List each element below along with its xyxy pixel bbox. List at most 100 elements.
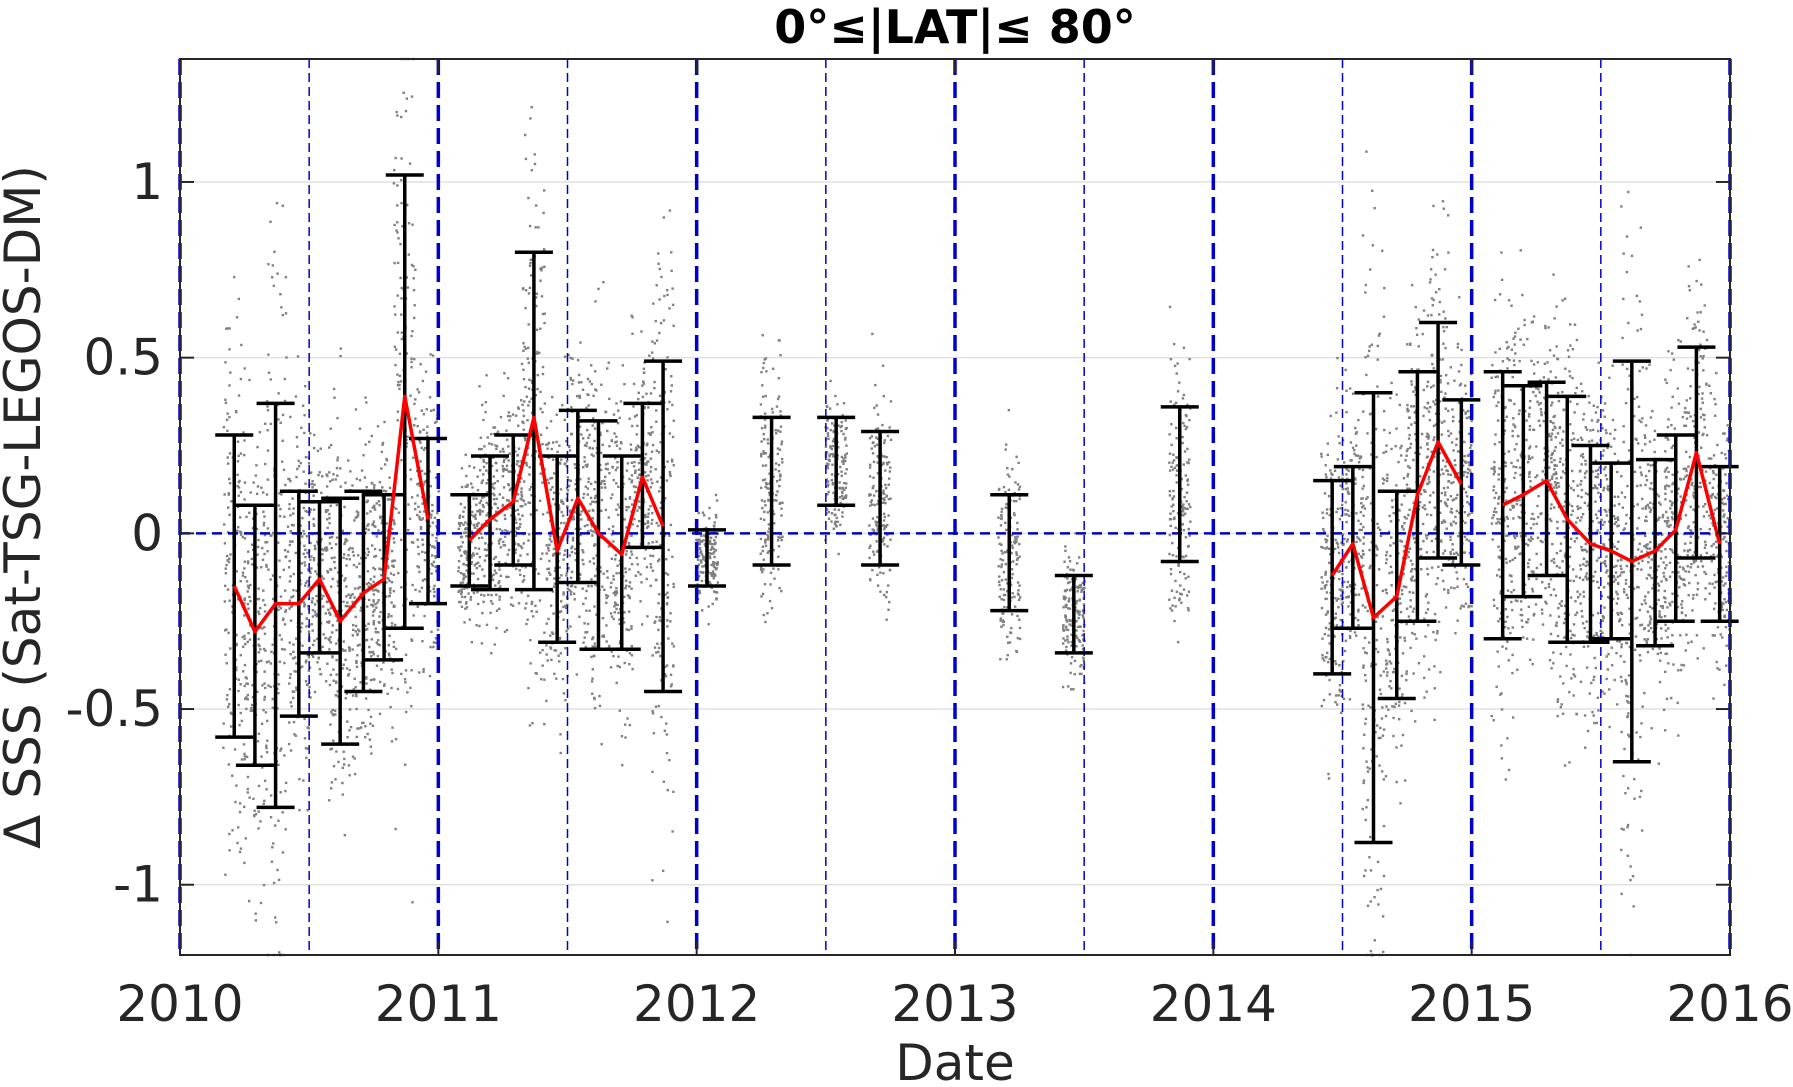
scatter-point: [834, 394, 837, 398]
scatter-point: [224, 873, 227, 876]
scatter-point: [883, 515, 887, 519]
scatter-point: [587, 584, 590, 588]
scatter-point: [657, 602, 660, 605]
scatter-point: [497, 542, 501, 545]
scatter-point: [528, 378, 531, 381]
scatter-point: [555, 413, 558, 416]
scatter-point: [257, 810, 260, 813]
scatter-point: [1391, 609, 1395, 612]
scatter-point: [416, 494, 419, 497]
scatter-point: [294, 551, 297, 555]
scatter-point: [386, 564, 390, 568]
scatter-point: [266, 550, 269, 553]
scatter-point: [587, 436, 590, 440]
scatter-point: [308, 686, 311, 689]
scatter-point: [1362, 647, 1365, 650]
scatter-point: [226, 327, 230, 330]
scatter-point: [481, 503, 485, 507]
scatter-point: [651, 443, 655, 447]
scatter-point: [495, 510, 498, 513]
scatter-point: [671, 830, 674, 833]
scatter-point: [289, 479, 292, 483]
scatter-point: [344, 649, 347, 652]
scatter-point: [525, 395, 529, 398]
scatter-point: [624, 579, 628, 582]
scatter-point: [480, 481, 483, 485]
scatter-point: [522, 480, 526, 483]
scatter-point: [646, 479, 649, 482]
scatter-point: [431, 503, 434, 507]
scatter-point: [410, 639, 414, 643]
scatter-point: [1356, 454, 1360, 457]
scatter-point: [481, 611, 484, 615]
scatter-point: [1357, 608, 1360, 612]
scatter-point: [329, 504, 332, 508]
scatter-point: [1362, 514, 1365, 517]
scatter-point: [1382, 874, 1386, 878]
scatter-point: [659, 441, 662, 444]
scatter-point: [1065, 620, 1069, 623]
scatter-point: [276, 707, 279, 710]
scatter-point: [329, 636, 332, 639]
scatter-point: [540, 269, 543, 272]
scatter-point: [484, 410, 487, 414]
scatter-point: [223, 542, 227, 545]
scatter-point: [998, 595, 1001, 598]
scatter-point: [393, 223, 396, 227]
scatter-point: [1321, 528, 1325, 531]
scatter-point: [766, 438, 770, 441]
scatter-point: [510, 514, 513, 517]
scatter-point: [762, 518, 766, 522]
scatter-point: [420, 409, 424, 412]
scatter-point: [583, 622, 586, 625]
scatter-point: [1362, 666, 1365, 669]
scatter-point: [475, 566, 479, 570]
scatter-point: [566, 603, 569, 607]
scatter-point: [308, 575, 312, 579]
scatter-point: [390, 668, 393, 671]
scatter-point: [1000, 514, 1003, 518]
scatter-point: [571, 357, 574, 360]
scatter-point: [594, 494, 598, 497]
scatter-point: [601, 617, 605, 620]
scatter-point: [510, 596, 513, 599]
scatter-point: [611, 529, 615, 533]
scatter-point: [630, 479, 634, 482]
scatter-point: [265, 746, 268, 750]
scatter-point: [1323, 492, 1327, 495]
scatter-point: [493, 643, 496, 646]
scatter-point: [241, 574, 245, 577]
scatter-point: [289, 529, 292, 533]
scatter-point: [421, 538, 424, 541]
scatter-point: [269, 816, 273, 819]
scatter-point: [1364, 283, 1368, 287]
scatter-point: [659, 654, 662, 658]
scatter-point: [352, 554, 356, 557]
scatter-point: [630, 563, 634, 566]
scatter-point: [1345, 468, 1349, 471]
scatter-point: [226, 429, 229, 433]
scatter-point: [1382, 315, 1386, 318]
scatter-point: [1324, 571, 1327, 575]
scatter-point: [355, 694, 358, 698]
scatter-point: [501, 447, 505, 451]
scatter-point: [341, 781, 344, 785]
scatter-point: [1187, 527, 1190, 531]
scatter-point: [1018, 626, 1022, 630]
scatter-point: [1011, 533, 1014, 537]
scatter-point: [668, 470, 672, 474]
scatter-point: [1365, 651, 1368, 655]
scatter-point: [1382, 950, 1385, 954]
scatter-point: [1064, 639, 1067, 642]
scatter-point: [520, 487, 523, 490]
scatter-point: [267, 684, 270, 687]
scatter-point: [312, 446, 316, 450]
scatter-point: [326, 571, 330, 574]
scatter-point: [299, 461, 302, 465]
scatter-point: [279, 507, 282, 511]
scatter-point: [469, 482, 473, 485]
scatter-point: [583, 456, 586, 459]
scatter-point: [831, 452, 835, 456]
scatter-point: [1075, 645, 1078, 648]
scatter-point: [883, 498, 886, 502]
